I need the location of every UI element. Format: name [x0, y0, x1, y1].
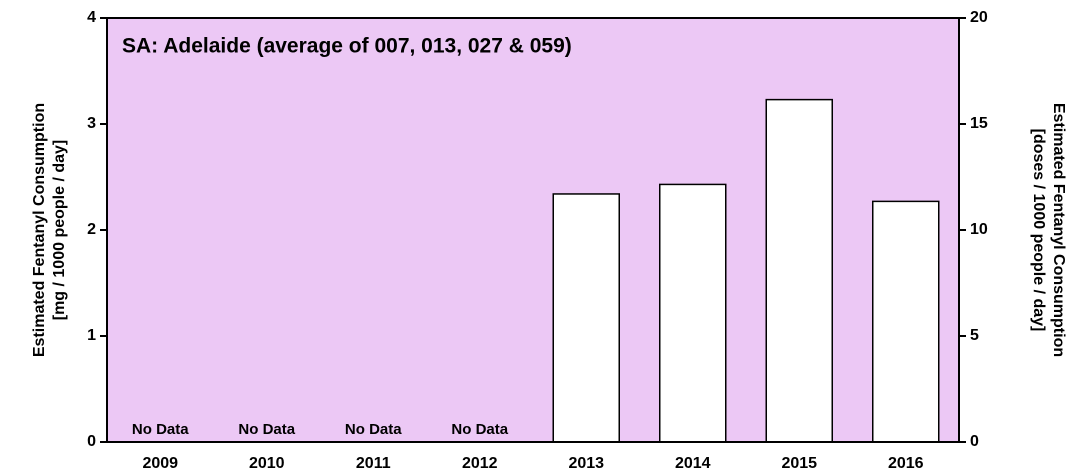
- y-tick-label: 4: [87, 9, 96, 26]
- y2-tick-label: 0: [970, 433, 979, 450]
- chart-title: SA: Adelaide (average of 007, 013, 027 &…: [122, 35, 572, 58]
- x-tick-label: 2011: [356, 455, 391, 472]
- y-tick-label: 2: [87, 221, 96, 238]
- value-label: No Data: [132, 421, 189, 438]
- bar: [659, 183, 727, 443]
- y2-tick-label: 10: [970, 221, 988, 238]
- x-tick-label: 2014: [675, 455, 711, 472]
- y-tick-label: 3: [87, 115, 96, 132]
- y-axis-title-line: [mg / 1000 people / day]: [51, 140, 68, 321]
- value-label: No Data: [345, 421, 402, 438]
- y2-tick-label: 15: [970, 115, 988, 132]
- bar: [552, 193, 620, 443]
- bar: [872, 200, 940, 443]
- x-tick-label: 2015: [781, 455, 817, 472]
- y2-axis-title: Estimated Fentanyl Consumption [doses / …: [1030, 103, 1067, 357]
- bar: [765, 98, 833, 443]
- x-tick-label: 2010: [249, 455, 285, 472]
- y-tick-label: 0: [87, 433, 96, 450]
- value-label: No Data: [451, 421, 508, 438]
- x-tick-label: 2016: [888, 455, 924, 472]
- y-axis-title: Estimated Fentanyl Consumption [mg / 100…: [31, 103, 68, 357]
- x-tick-label: 2009: [142, 455, 178, 472]
- y2-axis-title-line: [doses / 1000 people / day]: [1030, 129, 1047, 332]
- y-tick-label: 1: [87, 327, 96, 344]
- x-tick-label: 2013: [568, 455, 604, 472]
- value-label: No Data: [238, 421, 295, 438]
- x-tick-label: 2012: [462, 455, 498, 472]
- y2-axis-title-line: Estimated Fentanyl Consumption: [1050, 103, 1067, 357]
- y2-tick-label: 5: [970, 327, 979, 344]
- y-axis-title-line: Estimated Fentanyl Consumption: [31, 103, 48, 357]
- y2-tick-label: 20: [970, 9, 988, 26]
